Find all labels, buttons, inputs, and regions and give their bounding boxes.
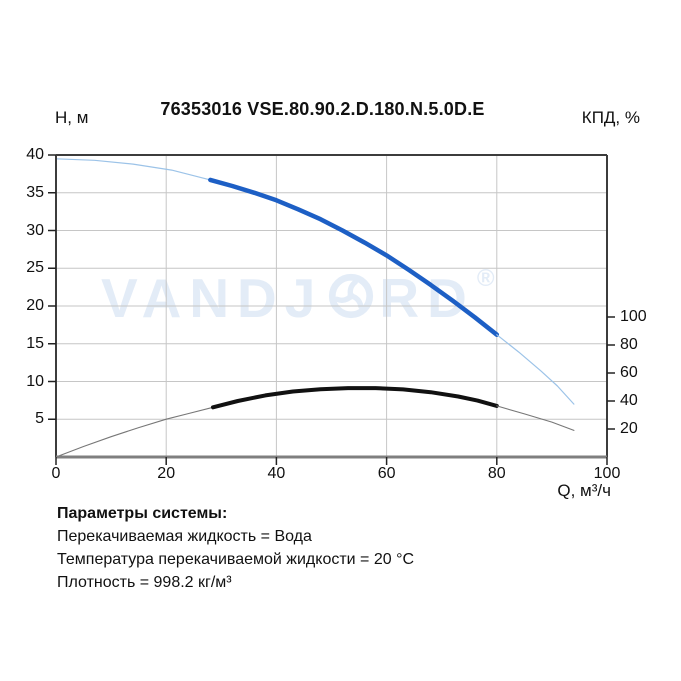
parameter-density: Плотность = 998.2 кг/м³ <box>57 574 232 591</box>
head-curve-duty-range <box>208 177 500 337</box>
head-curve-thin-right <box>496 334 575 405</box>
right-axis-title: КПД, % <box>581 108 640 127</box>
parameter-temperature: Температура перекачиваемой жидкости = 20… <box>57 551 415 568</box>
x-axis-unit-label: Q, м³/ч <box>557 481 611 500</box>
chart-title: 76353016 VSE.80.90.2.D.180.N.5.0D.E <box>160 99 485 119</box>
system-parameters-block: Параметры системы: Перекачиваемая жидкос… <box>57 502 414 594</box>
efficiency-curve-thin-right <box>496 405 575 431</box>
parameters-heading: Параметры системы: <box>57 505 228 522</box>
watermark-text-left: VANDJ <box>101 267 324 329</box>
left-axis-title: Н, м <box>55 108 89 127</box>
efficiency-curve-duty-range <box>211 386 499 410</box>
parameter-liquid: Перекачиваемая жидкость = Вода <box>57 528 312 545</box>
efficiency-curve-thin-left <box>55 406 214 458</box>
head-curve-thin-left <box>55 158 211 181</box>
impeller-icon <box>327 272 375 329</box>
registered-mark: ® <box>476 264 495 292</box>
